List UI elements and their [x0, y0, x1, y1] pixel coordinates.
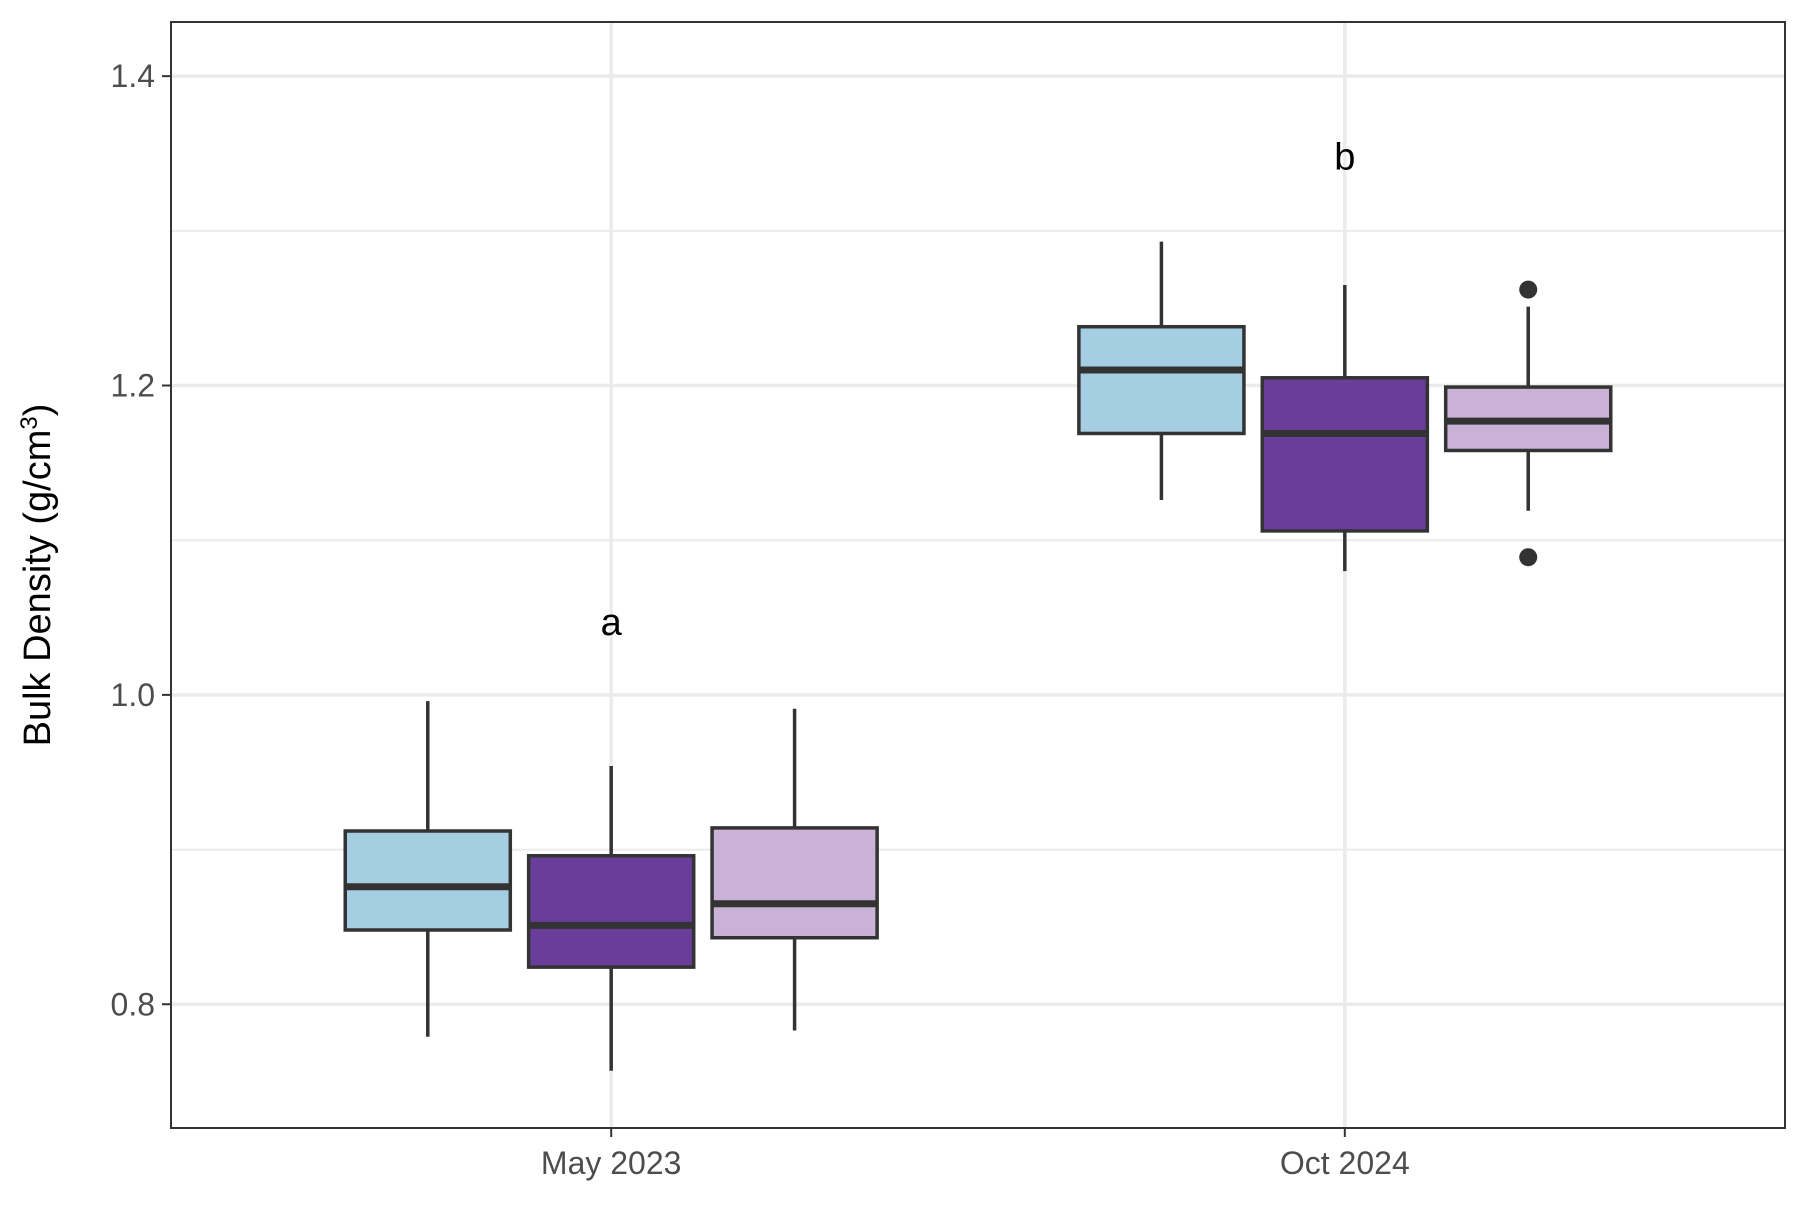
y-tick-label-1: 1.0 [111, 677, 155, 713]
iqr-box [1077, 324, 1246, 436]
panel-border [170, 21, 1786, 1129]
x-tick-label-1: Oct 2024 [1280, 1145, 1410, 1181]
outlier-point-1 [1519, 548, 1538, 567]
iqr-box [343, 829, 513, 932]
grid-lines [171, 22, 1785, 1128]
y-axis-title-main: Bulk Density (g/cm [17, 430, 59, 747]
significance-letter-b: b [1334, 137, 1355, 179]
outlier-point-0 [1519, 280, 1538, 299]
box-oct-2024-series-0 [1077, 241, 1246, 500]
iqr-box [1260, 376, 1430, 533]
iqr-box [710, 826, 879, 940]
y-tick-label-3: 1.4 [111, 58, 155, 94]
y-tick-label-0: 0.8 [111, 986, 155, 1022]
axes: 0.8 1.0 1.2 1.4 May 2023 Oct 2024 [111, 58, 1410, 1181]
y-axis-title-superscript: 3 [16, 416, 43, 429]
iqr-box [526, 854, 696, 969]
x-tick-label-0: May 2023 [541, 1145, 682, 1181]
significance-letter-a: a [601, 602, 623, 644]
annotations: ab [601, 137, 1356, 645]
box-may-2023-series-2 [710, 708, 879, 1031]
y-axis-title-close: ) [17, 404, 59, 417]
box-may-2023-series-1 [526, 766, 696, 1071]
y-axis-title: Bulk Density (g/cm3) [16, 404, 60, 747]
box-oct-2024-series-1 [1260, 284, 1430, 572]
box-may-2023-series-0 [343, 701, 513, 1037]
boxplot-marks [343, 241, 1613, 1071]
y-tick-label-2: 1.2 [111, 368, 155, 404]
box-oct-2024-series-2 [1443, 280, 1613, 567]
